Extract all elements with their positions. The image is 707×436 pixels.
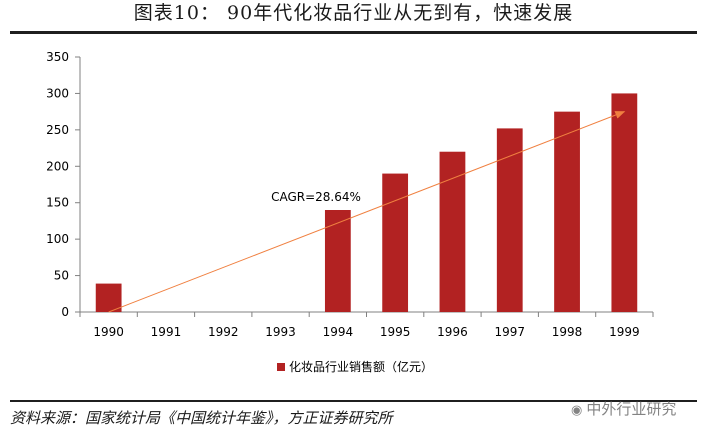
x-tick-label: 1998 [552,325,583,339]
y-tick-label: 250 [46,123,69,137]
bar [324,210,351,312]
bar-chart: 0 50 100 150 200 250 300 350 1990 1991 1992 1993 199… [46,50,654,374]
x-tick-label: 1995 [380,325,411,339]
x-tick-label: 1994 [323,325,354,339]
bar [611,93,638,312]
x-tick-label: 1993 [265,325,296,339]
source-divider [10,400,697,402]
y-tick-label: 350 [46,50,69,64]
x-tick-label: 1996 [437,325,468,339]
legend-label: 化妆品行业销售额（亿元） [289,359,433,374]
x-tick-label: 1991 [151,325,182,339]
title-divider [10,31,697,34]
cagr-annotation: CAGR=28.64% [271,190,361,204]
y-tick-label: 50 [54,269,69,283]
trend-arrow [108,111,626,313]
y-tick-label: 100 [46,232,69,246]
y-tick-label: 200 [46,159,69,173]
x-tick-label: 1992 [208,325,239,339]
figure-title: 图表10： 90年代化妆品行业从无到有，快速发展 [133,2,574,24]
x-tick-label: 1997 [494,325,525,339]
watermark: ◉ 中外行业研究 [571,399,676,419]
y-tick-label: 300 [46,86,69,100]
wechat-icon: ◉ [571,403,583,418]
bar [439,151,466,312]
x-tick-label: 1999 [609,325,640,339]
y-tick-label: 150 [46,196,69,210]
watermark-text: 中外行业研究 [586,400,677,418]
bar [554,111,580,313]
legend-swatch [277,363,285,371]
source-note: 资料来源：国家统计局《中国统计年鉴》，方正证券研究所 [10,409,393,427]
bar [382,173,409,312]
y-tick-label: 0 [61,305,69,319]
bar [95,283,122,312]
x-tick-label: 1990 [93,325,124,339]
